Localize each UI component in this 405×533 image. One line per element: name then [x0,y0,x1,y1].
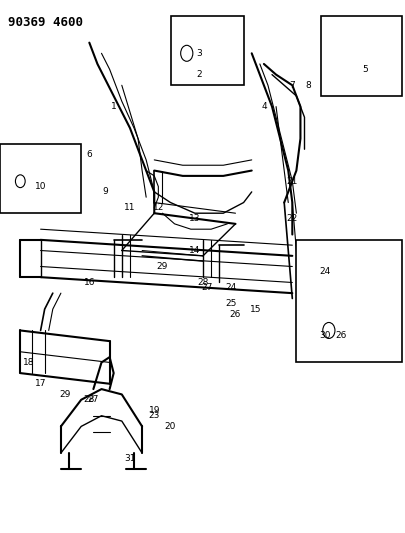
Text: 90369 4600: 90369 4600 [8,16,83,29]
Text: 3: 3 [196,49,201,58]
Text: 24: 24 [225,284,237,292]
Text: 18: 18 [23,358,34,367]
Bar [170,16,243,85]
Text: 29: 29 [156,262,168,271]
Text: 21: 21 [286,177,297,185]
Text: 10: 10 [35,182,46,191]
Text: 26: 26 [335,332,346,340]
Text: 11: 11 [124,204,135,212]
Text: 24: 24 [318,268,330,276]
Text: 30: 30 [318,332,330,340]
Text: 8: 8 [305,81,311,90]
Text: 29: 29 [59,390,70,399]
Text: 28: 28 [83,395,95,404]
Text: 26: 26 [229,310,241,319]
Text: 15: 15 [249,305,261,313]
Text: 4: 4 [260,102,266,111]
Bar [320,16,401,96]
Text: 16: 16 [83,278,95,287]
Bar [296,240,401,362]
Text: 9: 9 [102,188,108,196]
Text: 14: 14 [189,246,200,255]
Text: 12: 12 [152,204,164,212]
Bar [0,144,81,213]
Text: 5: 5 [362,65,367,74]
Text: 22: 22 [286,214,297,223]
Text: 20: 20 [164,422,176,431]
Text: 25: 25 [225,300,237,308]
Text: 27: 27 [87,395,99,404]
Text: 2: 2 [196,70,201,79]
Text: 13: 13 [189,214,200,223]
Text: 7: 7 [289,81,294,90]
Text: 28: 28 [197,278,208,287]
Text: 31: 31 [124,454,135,463]
Text: 27: 27 [201,284,212,292]
Text: 23: 23 [148,411,160,420]
Text: 1: 1 [111,102,116,111]
Text: 19: 19 [148,406,160,415]
Text: 6: 6 [86,150,92,159]
Text: 17: 17 [35,379,46,388]
